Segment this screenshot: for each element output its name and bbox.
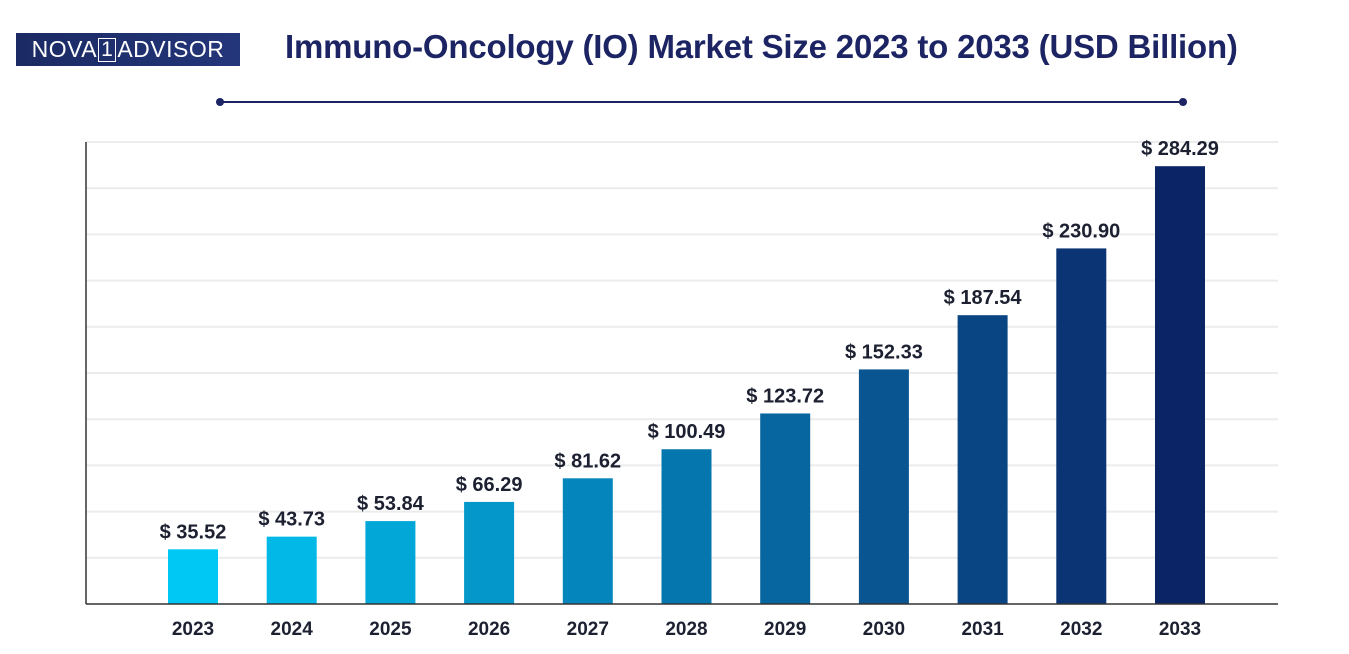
x-tick-2026: 2026	[468, 619, 510, 640]
bar-2027	[562, 478, 613, 604]
bar-2031	[957, 315, 1008, 604]
x-tick-2023: 2023	[172, 619, 214, 640]
value-label-2033: $ 284.29	[1141, 138, 1219, 160]
x-tick-2028: 2028	[665, 619, 707, 640]
bar-2033	[1155, 166, 1205, 604]
x-tick-2033: 2033	[1159, 619, 1201, 640]
value-label-2030: $ 152.33	[845, 341, 923, 363]
bar-2023	[168, 549, 218, 604]
bar-2024	[266, 536, 317, 604]
value-label-2029: $ 123.72	[746, 385, 824, 407]
bar-2028	[661, 449, 712, 604]
title-divider	[220, 101, 1183, 103]
logo-text-advisor: ADVISOR	[117, 36, 225, 62]
x-tick-2030: 2030	[863, 619, 905, 640]
x-tick-2024: 2024	[271, 619, 314, 640]
value-label-2027: $ 81.62	[554, 450, 621, 472]
value-labels: $ 35.52 $ 43.73 $ 53.84 $ 66.29 $ 81.62 $ 100…	[160, 138, 1219, 543]
x-tick-2025: 2025	[369, 619, 412, 640]
value-label-2026: $ 66.29	[456, 474, 523, 496]
x-axis-ticks: 2023 2024 2025 2026 2027 2028 2029 2030 2031 2032…	[172, 619, 1201, 640]
logo-text-nova: NOVA	[31, 36, 98, 62]
value-label-2024: $ 43.73	[258, 509, 325, 531]
bar-2026	[464, 501, 515, 604]
bar-2029	[760, 413, 811, 604]
x-tick-2031: 2031	[961, 619, 1004, 640]
bar-2030	[858, 369, 909, 604]
value-label-2031: $ 187.54	[944, 287, 1023, 309]
value-label-2023: $ 35.52	[160, 521, 227, 543]
value-label-2025: $ 53.84	[357, 493, 425, 515]
divider-dot-right	[1179, 98, 1187, 106]
x-tick-2029: 2029	[764, 619, 806, 640]
value-label-2028: $ 100.49	[648, 421, 726, 443]
x-tick-2027: 2027	[567, 619, 609, 640]
logo-text-one: 1	[98, 37, 117, 62]
bars	[168, 166, 1205, 604]
x-tick-2032: 2032	[1060, 619, 1102, 640]
chart-title: Immuno-Oncology (IO) Market Size 2023 to…	[285, 28, 1238, 65]
bar-2025	[365, 521, 416, 604]
value-label-2032: $ 230.90	[1042, 220, 1120, 242]
divider-dot-left	[216, 98, 224, 106]
brand-logo: NOVA 1 ADVISOR	[16, 33, 240, 66]
bar-2032	[1056, 248, 1107, 604]
